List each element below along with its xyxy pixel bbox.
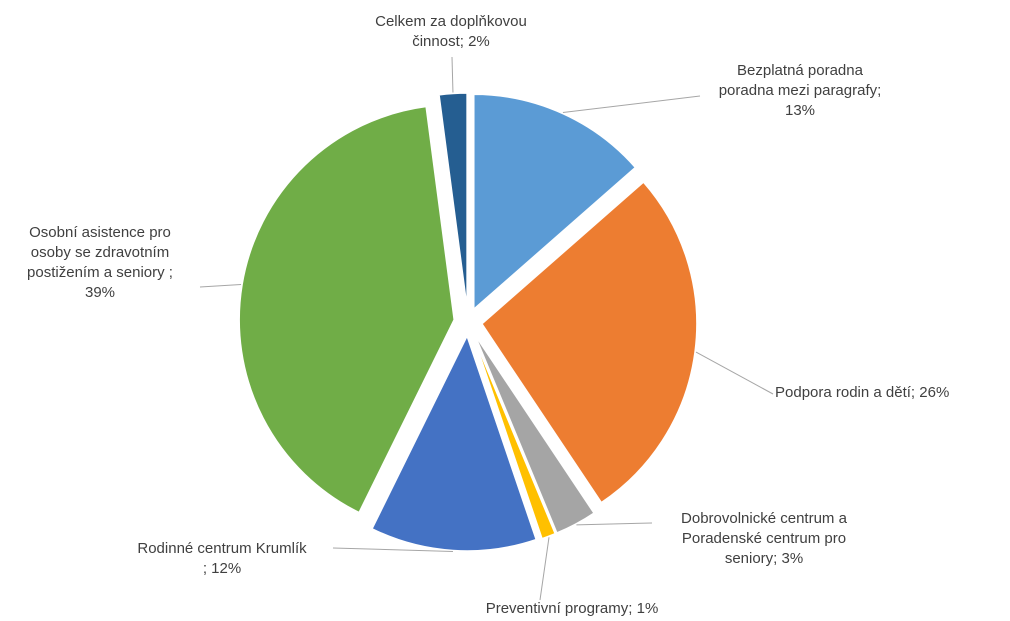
data-label-line: Dobrovolnické centrum a <box>681 510 848 527</box>
data-label-line: 13% <box>785 102 815 119</box>
data-labels: Bezplatná poradna poradna mezi paragrafy;… <box>27 13 949 617</box>
pie-slice-preventivni-programy <box>472 334 557 540</box>
data-label-line: osoby se zdravotním <box>31 244 169 261</box>
data-label-osobni-asistence-pro-osoby-se-zdravotnim-postizenim-a-seniory: Osobní asistence pro osoby se zdravotním p… <box>27 224 173 301</box>
leader-lines <box>199 56 774 601</box>
data-label-line: Podpora rodin a dětí; 26% <box>775 384 949 401</box>
data-label-line: Rodinné centrum Krumlík <box>137 540 307 557</box>
data-label-line: poradna mezi paragrafy; <box>719 82 882 99</box>
data-label-line: Bezplatná poradna <box>737 62 864 79</box>
data-label-line: seniory; 3% <box>725 550 803 567</box>
data-label-line: 39% <box>85 284 115 301</box>
data-label-line: ; 12% <box>203 560 241 577</box>
data-label-celkem-za-doplnkovou-cinnost: Celkem za doplňkovou činnost; 2% <box>375 13 527 50</box>
leader-line <box>199 284 242 288</box>
pie-slices <box>238 92 698 552</box>
data-label-line: Poradenské centrum pro <box>682 530 846 547</box>
leader-line <box>695 351 774 395</box>
leader-line <box>451 56 454 93</box>
data-label-bezplatna-poradna-poradna-mezi-paragrafy: Bezplatná poradna poradna mezi paragrafy;… <box>719 62 882 119</box>
data-label-line: Osobní asistence pro <box>29 224 171 241</box>
pie-slice-bezplatna-poradna-poradna-mezi-paragrafy <box>473 93 637 311</box>
leader-line <box>562 95 701 113</box>
pie-slice-osobni-asistence-pro-osoby-se-zdravotnim-postizenim-a-seniory <box>238 105 455 514</box>
data-label-line: Celkem za doplňkovou <box>375 13 527 30</box>
data-label-dobrovolnicke-centrum-a-poradenske-centrum-pro-seniory: Dobrovolnické centrum a Poradenské centru… <box>681 510 848 567</box>
data-label-preventivni-programy: Preventivní programy; 1% <box>486 600 659 617</box>
data-label-line: Preventivní programy; 1% <box>486 600 659 617</box>
leader-line <box>539 537 550 601</box>
pie-slice-rodinne-centrum-krumlik <box>370 334 538 552</box>
data-label-rodinne-centrum-krumlik: Rodinné centrum Krumlík ; 12% <box>137 540 307 577</box>
data-label-line: činnost; 2% <box>412 33 490 50</box>
data-label-line: postižením a seniory ; <box>27 264 173 281</box>
leader-line <box>332 547 453 553</box>
pie-slice-podpora-rodin-a-deti <box>480 181 698 504</box>
data-label-podpora-rodin-a-deti: Podpora rodin a dětí; 26% <box>775 384 949 401</box>
pie-slice-celkem-za-doplnkovou-cinnost <box>438 92 468 309</box>
leader-line <box>576 522 653 526</box>
pie-slice-dobrovolnicke-centrum-a-poradenske-centrum-pro-seniory <box>473 333 596 534</box>
